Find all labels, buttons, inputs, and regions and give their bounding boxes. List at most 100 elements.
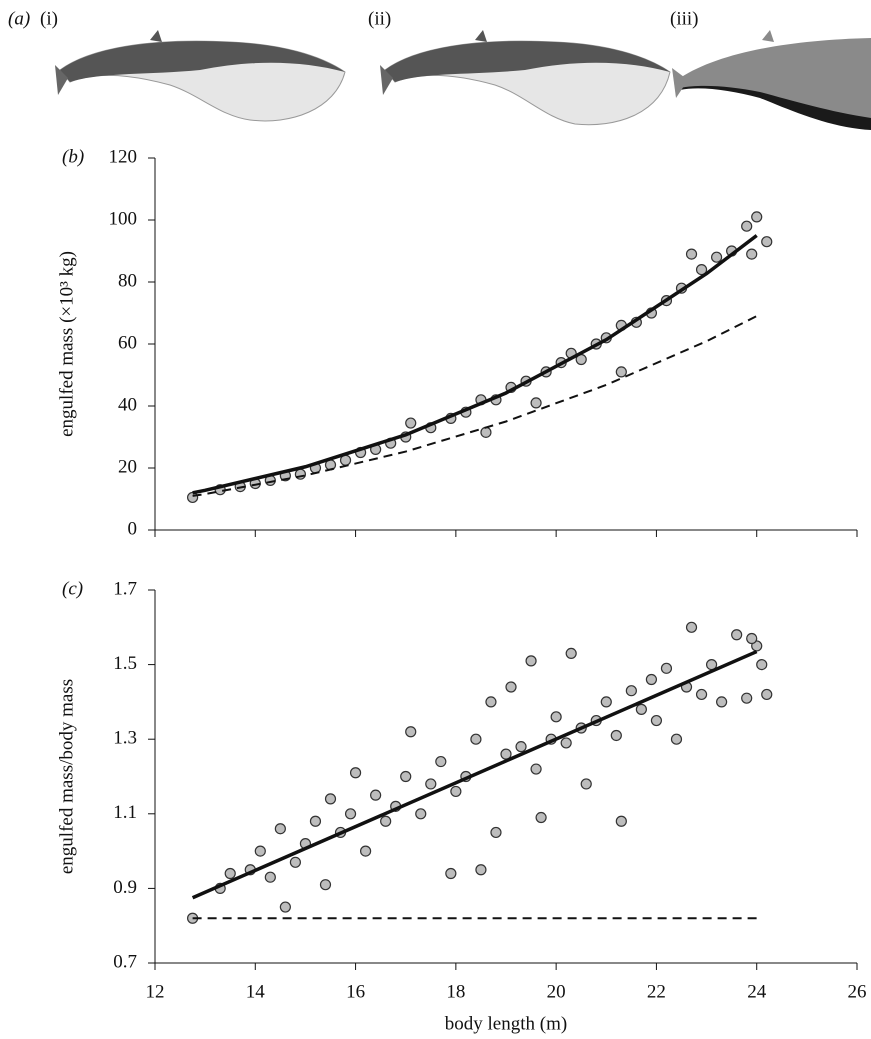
data-point <box>650 714 663 727</box>
whale-label: (ii) <box>368 8 391 29</box>
y-tick-label: 0.7 <box>113 951 137 972</box>
data-point <box>530 397 542 409</box>
data-point <box>751 211 763 223</box>
y-axis-label: engulfed mass (×10³ kg) <box>56 251 77 437</box>
data-point <box>445 867 457 880</box>
y-tick-label: 0.9 <box>113 877 137 898</box>
data-point <box>485 696 497 708</box>
data-point <box>746 248 758 260</box>
data-point <box>756 658 768 671</box>
data-point <box>475 864 487 876</box>
y-tick-label: 40 <box>118 394 137 415</box>
data-point <box>670 733 683 745</box>
x-tick-label: 26 <box>848 981 867 1002</box>
data-point <box>535 811 547 824</box>
x-axis-label: body length (m) <box>445 1013 567 1034</box>
data-point <box>580 778 592 790</box>
data-point <box>370 789 382 801</box>
data-point <box>761 236 773 248</box>
data-point <box>450 785 462 798</box>
data-point <box>610 729 622 742</box>
y-tick-label: 20 <box>118 456 137 477</box>
data-point <box>635 703 647 715</box>
data-point <box>360 845 372 857</box>
data-point <box>505 681 517 693</box>
whale-label: (iii) <box>670 8 699 29</box>
data-point <box>435 755 447 768</box>
x-tick-label: 20 <box>547 981 566 1002</box>
data-point <box>525 655 537 667</box>
whale-illustration <box>55 30 346 122</box>
data-point <box>264 871 276 883</box>
data-point <box>187 491 199 504</box>
x-tick-label: 16 <box>346 981 365 1002</box>
data-point <box>746 632 758 645</box>
data-point <box>224 867 236 880</box>
data-point <box>550 711 562 723</box>
panel-label: (b) <box>62 146 84 167</box>
y-tick-label: 1.1 <box>113 802 137 823</box>
x-tick-label: 24 <box>747 981 767 1002</box>
y-tick-label: 60 <box>118 332 137 353</box>
x-tick-label: 14 <box>246 981 266 1002</box>
data-point <box>560 737 572 749</box>
data-point <box>515 741 527 753</box>
data-point <box>685 248 698 260</box>
data-point <box>615 366 627 378</box>
data-point <box>490 826 502 839</box>
data-point <box>309 815 322 827</box>
data-point <box>344 808 357 820</box>
data-point <box>645 673 658 686</box>
data-point <box>710 251 723 263</box>
data-point <box>716 696 728 708</box>
x-tick-label: 18 <box>446 981 465 1002</box>
data-point <box>695 688 708 701</box>
data-point <box>741 692 753 704</box>
data-point <box>741 220 753 232</box>
whale-illustration <box>672 30 871 130</box>
data-point <box>319 879 332 891</box>
x-tick-label: 22 <box>647 981 666 1002</box>
data-point <box>731 629 743 641</box>
data-point <box>660 662 673 674</box>
data-point <box>530 763 542 775</box>
data-point <box>349 767 362 779</box>
y-tick-label: 1.7 <box>113 578 137 599</box>
data-point <box>274 823 286 835</box>
y-tick-label: 80 <box>118 270 137 291</box>
data-point <box>470 733 482 745</box>
data-point <box>400 770 412 783</box>
whale-label: (i) <box>40 8 58 29</box>
y-tick-label: 120 <box>109 146 138 167</box>
data-point <box>380 815 392 827</box>
data-point <box>565 647 577 660</box>
y-tick-label: 1.5 <box>113 653 137 674</box>
panel-label: (c) <box>62 578 83 599</box>
data-point <box>625 685 637 697</box>
data-point <box>761 688 773 701</box>
data-point <box>615 815 627 827</box>
data-point <box>695 264 708 276</box>
data-point <box>480 426 492 438</box>
data-point <box>289 856 301 868</box>
data-point <box>405 417 417 429</box>
y-tick-label: 100 <box>109 208 138 229</box>
data-point <box>279 901 291 913</box>
fit-line <box>191 649 758 900</box>
data-point <box>425 778 437 790</box>
data-point <box>405 726 417 738</box>
x-tick-label: 12 <box>146 981 165 1002</box>
fit-line <box>192 234 758 495</box>
whale-illustration <box>380 30 671 126</box>
y-tick-label: 0 <box>128 518 138 539</box>
y-tick-label: 1.3 <box>113 728 137 749</box>
reference-line <box>192 315 758 497</box>
data-point <box>254 845 266 857</box>
panel-label: (a) <box>8 8 30 29</box>
data-point <box>324 793 337 805</box>
data-point <box>600 696 612 708</box>
y-axis-label: engulfed mass/body mass <box>56 679 77 874</box>
data-point <box>415 808 427 820</box>
data-point <box>685 621 698 633</box>
